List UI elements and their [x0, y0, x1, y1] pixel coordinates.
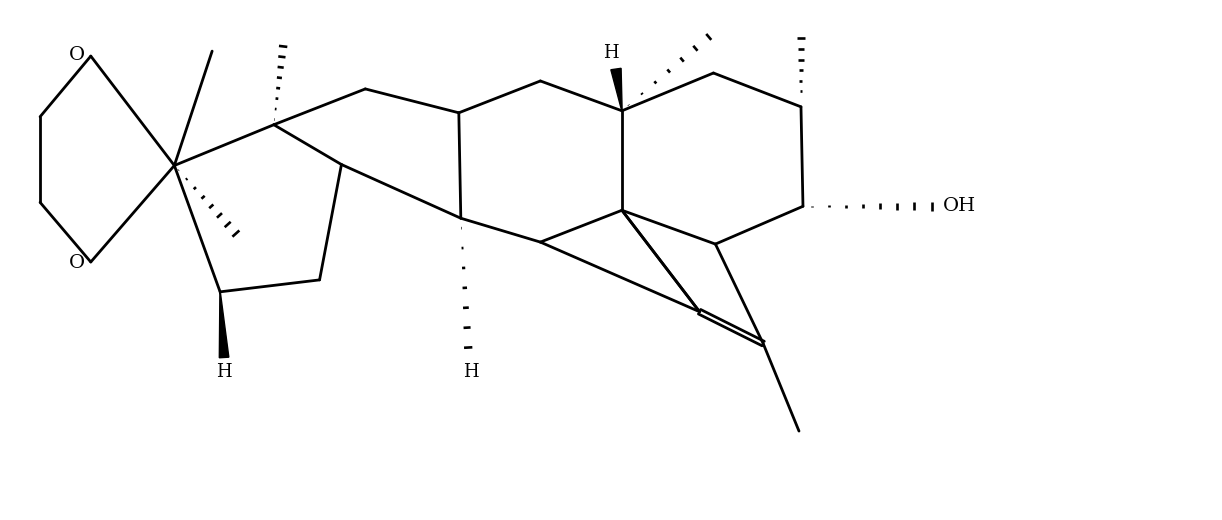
Polygon shape: [219, 292, 229, 358]
Text: O: O: [70, 46, 86, 64]
Text: H: H: [216, 363, 232, 382]
Text: O: O: [70, 254, 86, 272]
Text: H: H: [463, 363, 479, 382]
Text: H: H: [604, 44, 618, 62]
Polygon shape: [611, 68, 622, 111]
Text: OH: OH: [943, 197, 976, 215]
